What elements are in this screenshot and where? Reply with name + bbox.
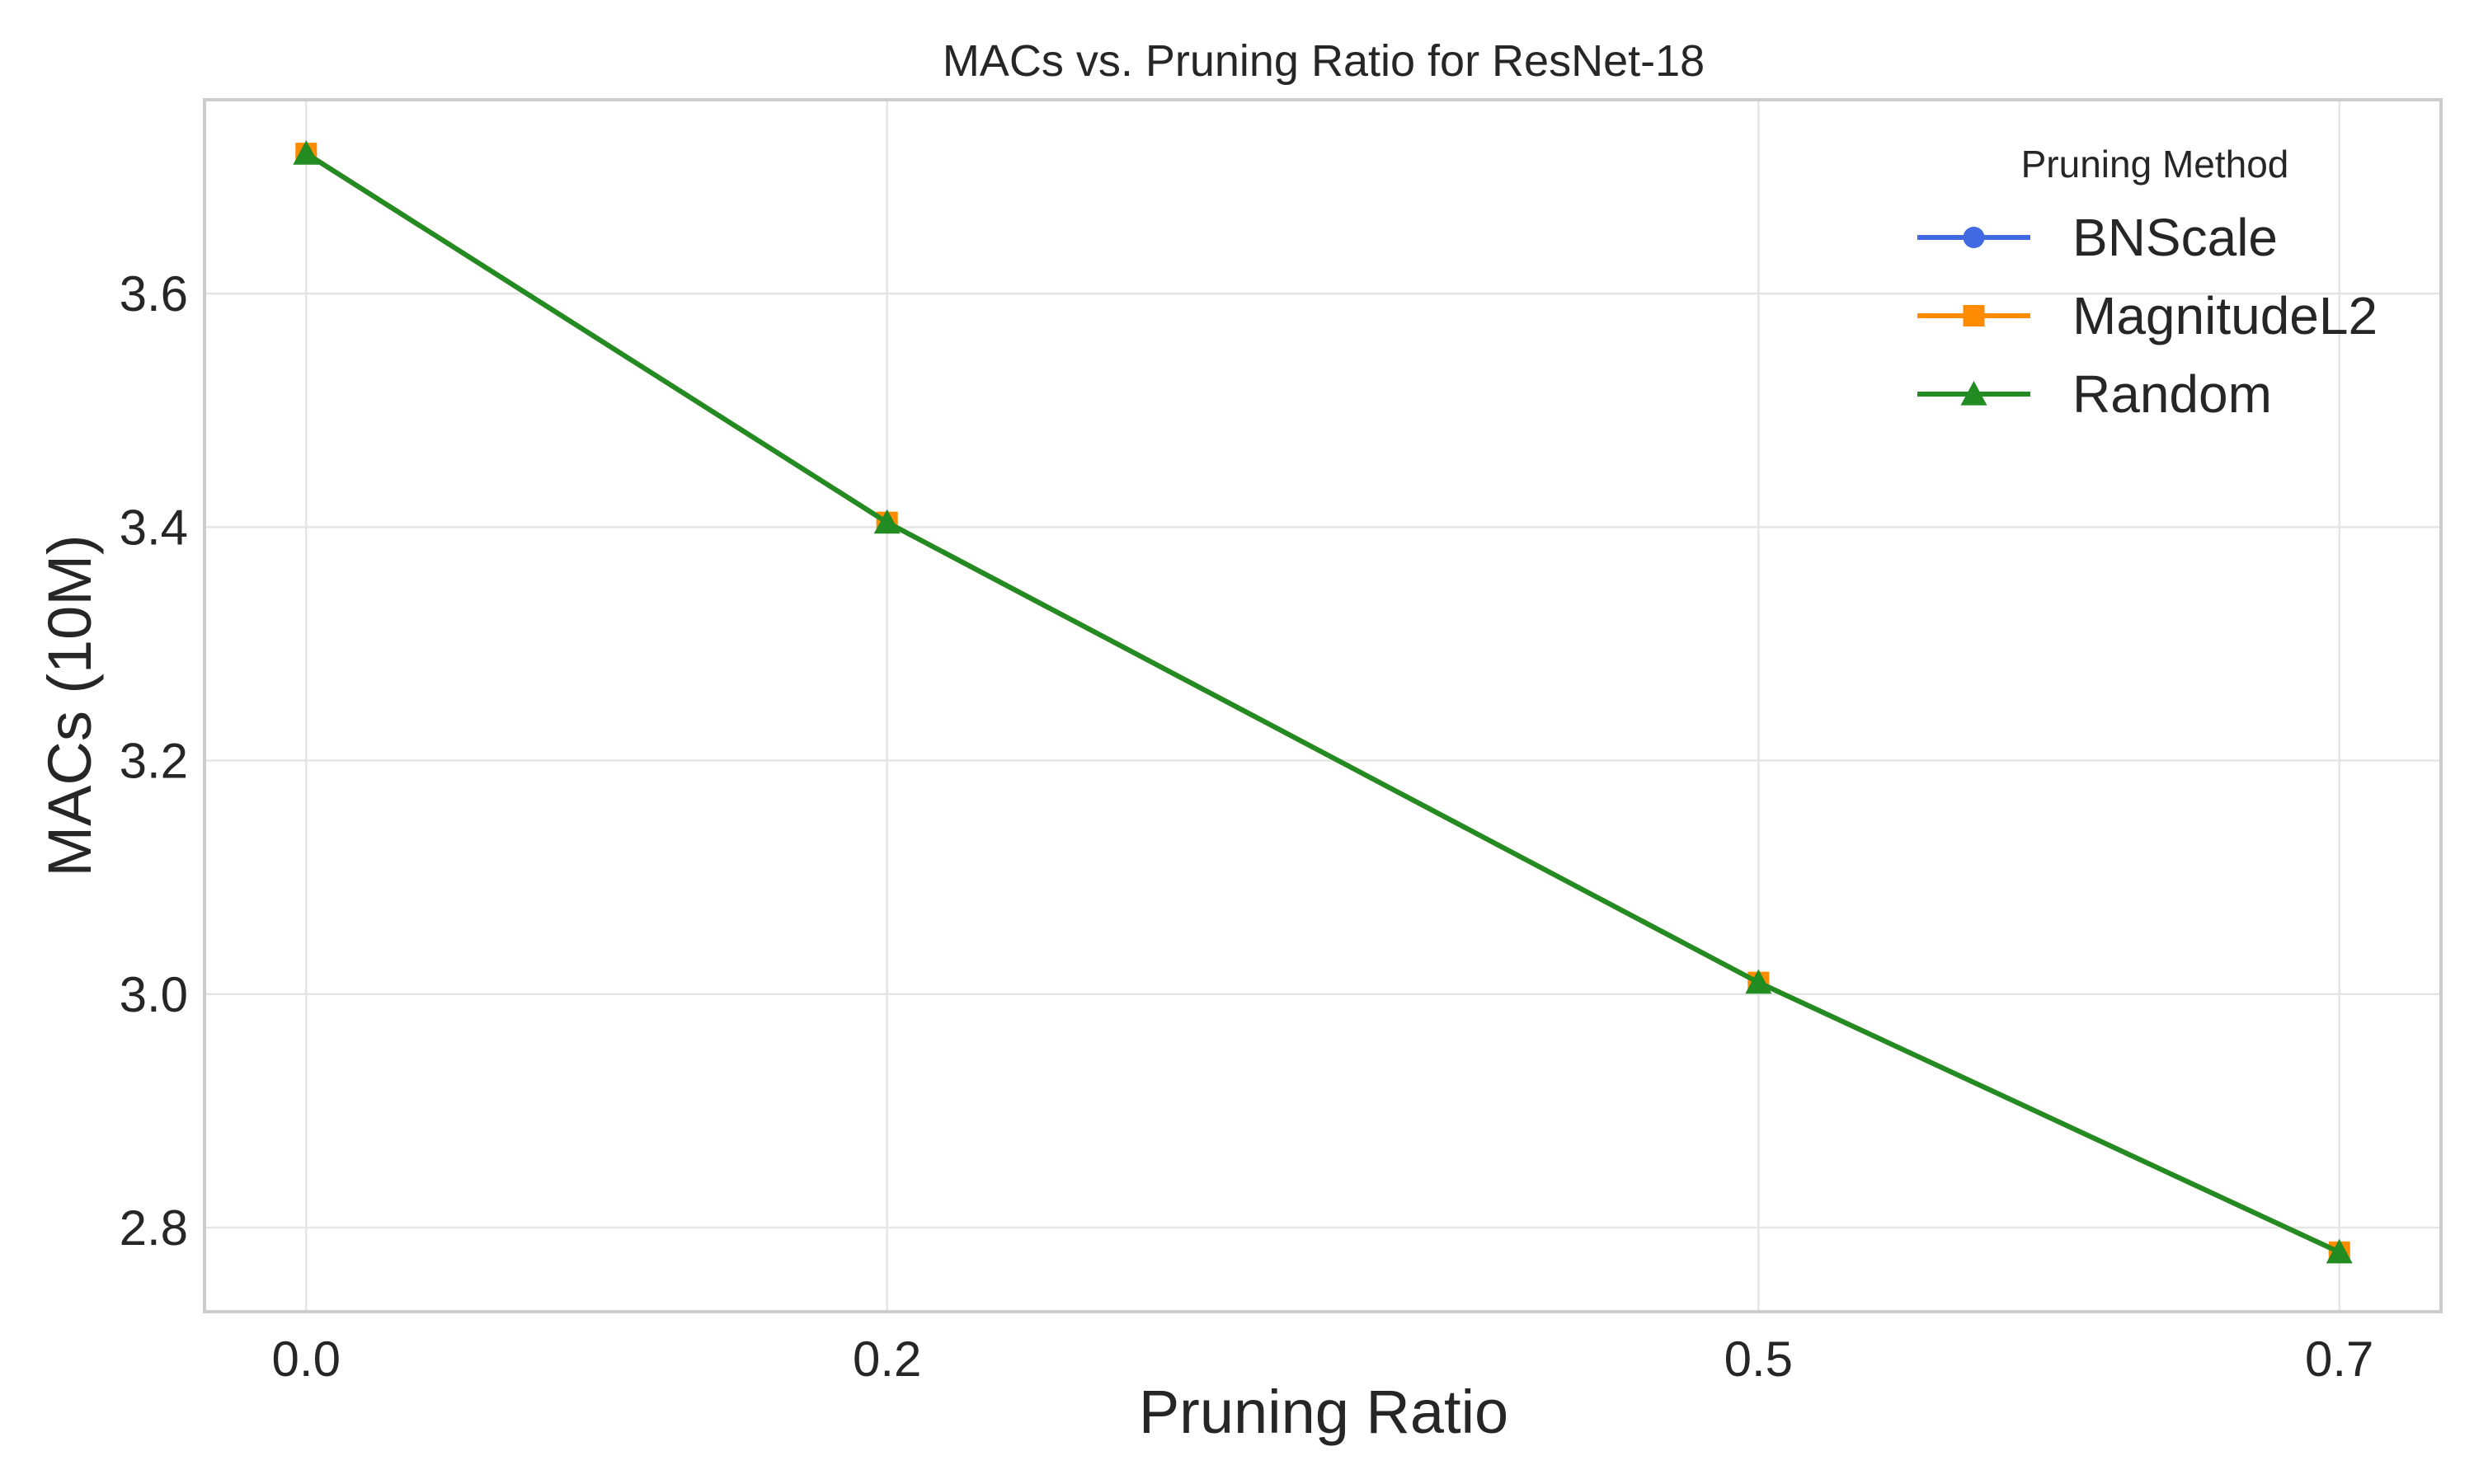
legend-title: Pruning Method	[2021, 143, 2289, 186]
grid-layer	[205, 100, 2441, 1312]
legend-items: BNScale MagnitudeL2 Random	[1917, 208, 2378, 424]
legend: Pruning Method BNScale MagnitudeL2 Random	[1917, 143, 2378, 424]
x-tick-label: 0.5	[1724, 1331, 1793, 1387]
series-line-bnscale	[304, 151, 2340, 1255]
plot-frame	[203, 98, 2443, 1313]
series-magnitudel2	[295, 143, 2350, 1263]
legend-item-bnscale: BNScale	[1917, 208, 2278, 267]
legend-marker-magnitudel2	[1963, 305, 1985, 326]
series-line-random	[304, 151, 2340, 1255]
legend-marker-random	[1960, 381, 1987, 406]
series-bnscale	[295, 143, 2350, 1263]
x-axis-label: Pruning Ratio	[1139, 1378, 1508, 1446]
legend-label-bnscale: BNScale	[2072, 208, 2278, 267]
data-point-random	[2326, 1238, 2353, 1264]
tick-layer: 0.0 0.2 0.5 0.7 2.8 3.0 3.2 3.4 3.6	[120, 266, 2374, 1387]
chart-title: MACs vs. Pruning Ratio for ResNet-18	[943, 36, 1705, 86]
x-tick-label: 0.2	[853, 1331, 921, 1387]
y-tick-label: 3.0	[120, 967, 188, 1022]
y-axis-label: MACs (10M)	[35, 534, 104, 876]
x-tick-label: 0.0	[272, 1331, 341, 1387]
legend-label-magnitudel2: MagnitudeL2	[2072, 286, 2378, 345]
data-point-random	[293, 140, 320, 165]
data-point-random	[1745, 969, 1772, 994]
y-tick-label: 3.6	[120, 266, 188, 322]
series-layer	[293, 140, 2353, 1264]
legend-item-magnitudel2: MagnitudeL2	[1917, 286, 2378, 345]
series-random	[293, 140, 2353, 1264]
data-point-random	[873, 509, 901, 534]
y-tick-label: 2.8	[120, 1200, 188, 1256]
legend-item-random: Random	[1917, 364, 2272, 424]
legend-marker-bnscale	[1963, 227, 1985, 248]
legend-label-random: Random	[2072, 364, 2272, 424]
x-tick-label: 0.7	[2305, 1331, 2373, 1387]
y-tick-label: 3.4	[120, 500, 188, 555]
series-line-magnitudel2	[304, 151, 2340, 1255]
y-tick-label: 3.2	[120, 734, 188, 789]
